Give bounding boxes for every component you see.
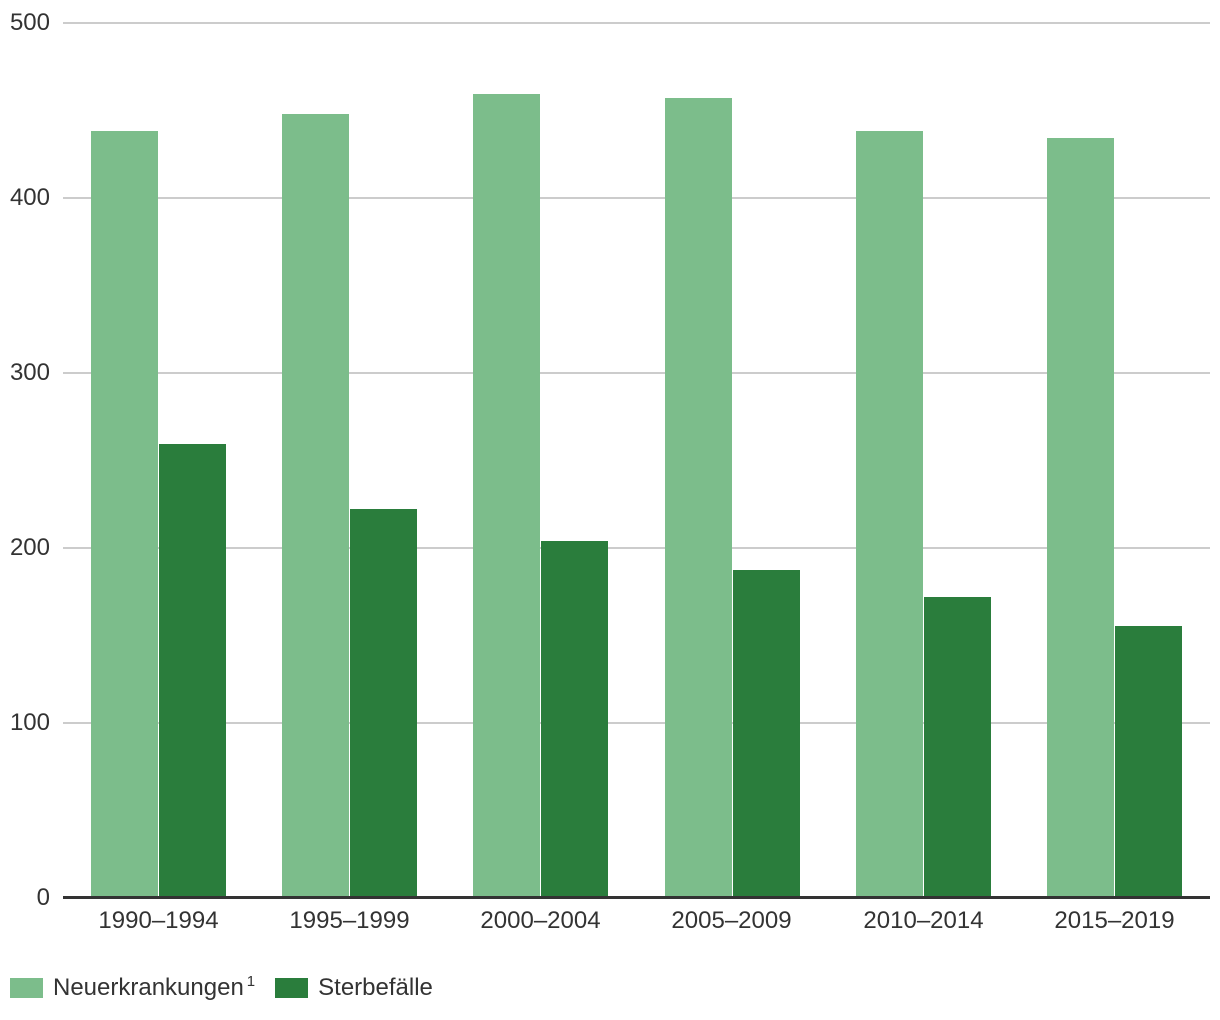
legend-item-neuerkrankungen: Neuerkrankungen 1 <box>10 973 256 1002</box>
x-axis-label-1990-1994: 1990–1994 <box>98 907 219 934</box>
x-axis-label-2005-2009: 2005–2009 <box>671 907 792 934</box>
gridline-400 <box>63 197 1210 199</box>
x-axis-baseline <box>63 896 1210 899</box>
y-axis-tick-label-400: 400 <box>9 184 50 211</box>
bar-neuerkrankungen-2000-2004 <box>473 94 540 896</box>
y-axis-tick-label-500: 500 <box>9 9 50 36</box>
gridline-100 <box>63 722 1210 724</box>
x-axis-label-1995-1999: 1995–1999 <box>289 907 410 934</box>
y-axis-tick-label-300: 300 <box>9 359 50 386</box>
bar-neuerkrankungen-1995-1999 <box>282 114 349 896</box>
y-axis-tick-label-0: 0 <box>36 884 50 911</box>
legend-label-sterbefaelle: Sterbefälle <box>318 974 433 1001</box>
gridline-500 <box>63 22 1210 24</box>
y-axis-tick-label-100: 100 <box>9 709 50 736</box>
bar-sterbefalle-2010-2014 <box>924 597 991 896</box>
bar-neuerkrankungen-2015-2019 <box>1047 138 1114 896</box>
footnote-superscript: 1 <box>246 973 256 990</box>
x-axis-label-2015-2019: 2015–2019 <box>1054 907 1175 934</box>
bar-sterbefalle-2000-2004 <box>541 541 608 896</box>
bar-neuerkrankungen-2005-2009 <box>665 98 732 896</box>
gridline-200 <box>63 547 1210 549</box>
legend-item-sterbefaelle: Sterbefälle <box>275 974 433 1002</box>
legend-label-neuerkrankungen: Neuerkrankungen 1 <box>53 973 256 1001</box>
bar-sterbefalle-1990-1994 <box>159 444 226 896</box>
y-axis-tick-label-200: 200 <box>9 534 50 561</box>
bar-sterbefalle-2015-2019 <box>1115 626 1182 896</box>
bar-neuerkrankungen-1990-1994 <box>91 131 158 896</box>
legend-swatch-neuerkrankungen <box>10 978 43 998</box>
bar-sterbefalle-1995-1999 <box>350 509 417 896</box>
x-axis-label-2000-2004: 2000–2004 <box>480 907 601 934</box>
legend: Neuerkrankungen 1 Sterbefälle <box>10 973 433 1002</box>
bar-neuerkrankungen-2010-2014 <box>856 131 923 896</box>
gridline-300 <box>63 372 1210 374</box>
legend-swatch-sterbefaelle <box>275 978 309 998</box>
bar-sterbefalle-2005-2009 <box>733 570 800 896</box>
x-axis-label-2010-2014: 2010–2014 <box>863 907 984 934</box>
